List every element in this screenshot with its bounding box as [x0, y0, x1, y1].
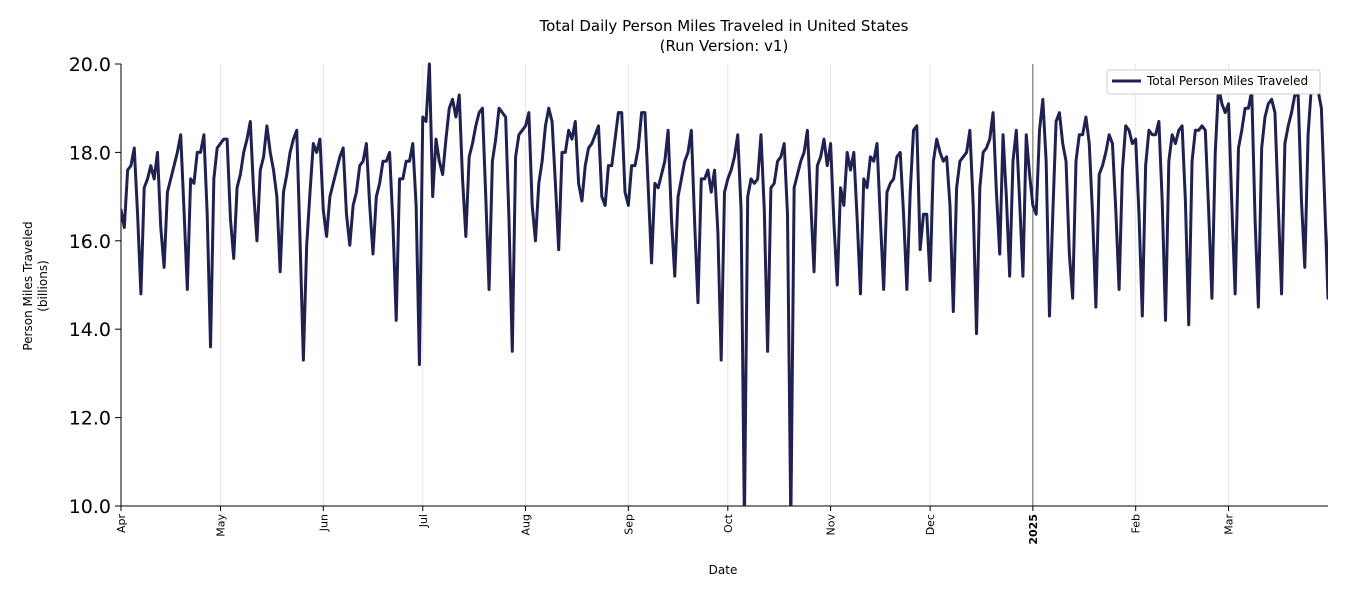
y-tick-label: 10.0 [69, 496, 111, 518]
chart-subtitle: (Run Version: v1) [660, 37, 789, 55]
x-tick-label: Jun [317, 514, 330, 532]
x-tick-label: Apr [115, 514, 128, 534]
x-tick-label: Feb [1130, 514, 1143, 533]
plot-area [121, 62, 1328, 506]
legend: Total Person Miles Traveled [1106, 69, 1321, 95]
x-tick-label: Oct [722, 513, 735, 533]
chart-title: Total Daily Person Miles Traveled in Uni… [539, 17, 909, 35]
y-tick-label: 12.0 [69, 408, 111, 430]
y-tick-label: 14.0 [69, 319, 111, 341]
x-tick-label: Aug [520, 514, 533, 535]
y-tick-label: 18.0 [69, 142, 111, 164]
x-tick-label: Nov [825, 514, 838, 536]
series-line-total-person-miles [121, 62, 1328, 506]
y-axis-label: Person Miles Traveled [21, 221, 35, 350]
y-axis-unit-label: (billions) [36, 260, 50, 312]
x-tick-label: 2025 [1027, 514, 1040, 545]
x-tick-label: Sep [622, 514, 635, 535]
x-tick-label: May [214, 514, 227, 537]
x-tick-label: Dec [924, 514, 937, 535]
legend-box [1106, 69, 1321, 95]
legend-label: Total Person Miles Traveled [1146, 74, 1308, 88]
y-tick-label: 16.0 [69, 231, 111, 253]
x-tick-label: Mar [1223, 514, 1236, 535]
x-axis: Apr May Jun Jul Aug Sep Oct Nov Dec 2025 Feb Mar [115, 506, 1236, 545]
x-tick-label: Jul [417, 514, 430, 528]
y-axis: 10.0 12.0 14.0 16.0 18.0 20.0 [69, 54, 121, 518]
x-axis-label: Date [709, 563, 738, 577]
y-tick-label: 20.0 [69, 54, 111, 76]
